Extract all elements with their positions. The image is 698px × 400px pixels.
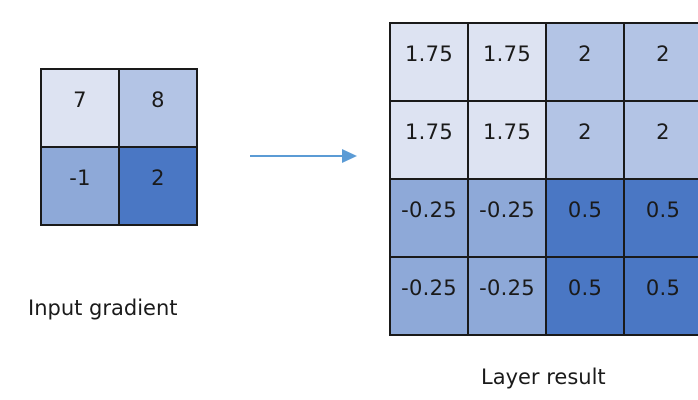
input-cell: -1	[42, 148, 120, 226]
layer-result-grid: 1.75 1.75 2 2 1.75 1.75 2 2 -0.25 -0.25 …	[389, 22, 698, 336]
result-cell: -0.25	[391, 180, 469, 258]
result-cell: 2	[625, 102, 698, 180]
result-cell: 0.5	[547, 180, 625, 258]
input-cell: 8	[120, 70, 198, 148]
result-cell: -0.25	[469, 258, 547, 336]
result-cell: 0.5	[625, 258, 698, 336]
result-cell: 2	[625, 24, 698, 102]
result-cell: 2	[547, 102, 625, 180]
input-cell: 7	[42, 70, 120, 148]
layer-result-label: Layer result	[481, 365, 606, 389]
input-gradient-grid: 7 8 -1 2	[40, 68, 198, 226]
result-cell: 1.75	[391, 24, 469, 102]
result-cell: 2	[547, 24, 625, 102]
result-cell: -0.25	[391, 258, 469, 336]
result-cell: 0.5	[625, 180, 698, 258]
result-cell: 0.5	[547, 258, 625, 336]
input-gradient-label: Input gradient	[28, 296, 178, 320]
result-cell: 1.75	[469, 102, 547, 180]
input-cell: 2	[120, 148, 198, 226]
result-cell: -0.25	[469, 180, 547, 258]
arrow-head	[342, 149, 357, 163]
arrow-right-icon	[250, 149, 357, 163]
result-cell: 1.75	[391, 102, 469, 180]
result-cell: 1.75	[469, 24, 547, 102]
